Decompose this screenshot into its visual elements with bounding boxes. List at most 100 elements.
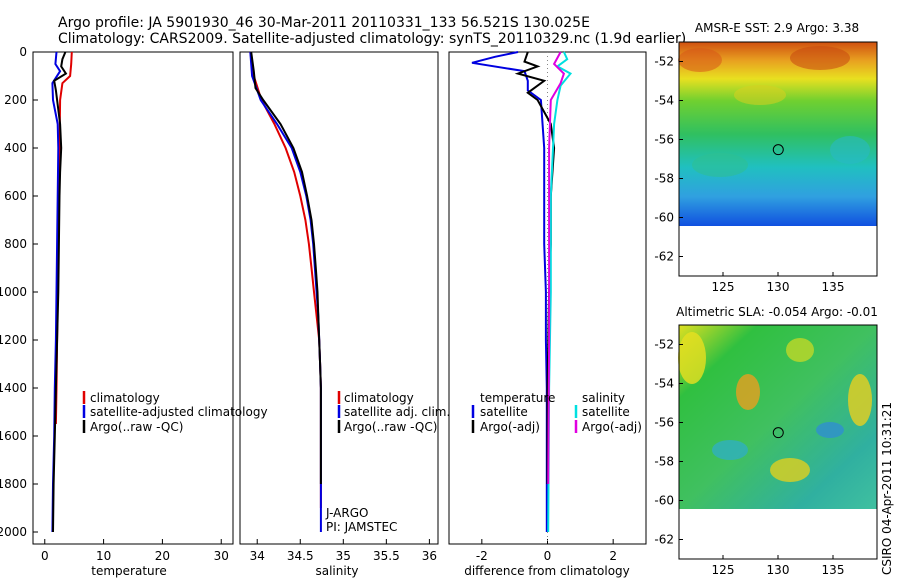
float-pi: PI: JAMSTEC — [326, 520, 397, 534]
sst-blob — [734, 85, 786, 105]
temperature-xlabel: temperature — [91, 564, 166, 578]
salinity-series — [249, 51, 322, 532]
sst-blob — [678, 48, 722, 72]
x-tick-label: 2 — [609, 549, 617, 563]
y-tick-label: 1000 — [0, 285, 27, 299]
timestamp-side-text: CSIRO 04-Apr-2011 10:31:21 — [880, 402, 894, 575]
x-tick-label: 130 — [767, 563, 790, 577]
legend-label-satellite: satellite adj. clim. — [344, 405, 450, 419]
sla-map-panel: Altimetric SLA: -0.054 Argo: -0.01 -52 -5… — [654, 305, 878, 577]
y-tick-label: 1800 — [0, 477, 27, 491]
difference-series — [471, 51, 573, 533]
x-tick-label: 10 — [96, 549, 111, 563]
x-tick-label: 0 — [544, 549, 552, 563]
y-tick-label: -62 — [654, 533, 674, 547]
legend-label-satellite: satellite-adjusted climatology — [90, 405, 268, 419]
legend-label-sal-argo: Argo(-adj) — [582, 420, 642, 434]
y-tick-label: -62 — [654, 250, 674, 264]
legend-label-argo: Argo(..raw -QC) — [90, 420, 183, 434]
sla-blob — [786, 338, 814, 362]
legend-label-climatology: climatology — [90, 391, 160, 405]
y-tick-label: -54 — [654, 377, 674, 391]
sla-map-blobs — [678, 332, 872, 482]
temperature-x-ticks: 0 10 20 30 — [41, 539, 229, 563]
series-line-climatology — [249, 51, 322, 508]
sst-map-title: AMSR-E SST: 2.9 Argo: 3.38 — [695, 21, 859, 35]
y-tick-label: 200 — [4, 93, 27, 107]
x-tick-label: 36 — [422, 549, 437, 563]
y-tick-label: -54 — [654, 94, 674, 108]
salinity-axes-frame — [239, 51, 439, 545]
y-tick-label: -52 — [654, 338, 674, 352]
x-tick-label: 30 — [214, 549, 229, 563]
temperature-legend: climatology satellite-adjusted climatolo… — [82, 391, 268, 434]
y-tick-label: 2000 — [0, 525, 27, 539]
salinity-xlabel: salinity — [315, 564, 358, 578]
x-tick-label: 125 — [712, 280, 735, 294]
sst-map-field — [679, 42, 877, 226]
y-tick-label: 400 — [4, 141, 27, 155]
sst-map-y-ticks: -52 -54 -56 -58 -60 -62 125 130 135 — [654, 55, 844, 295]
header-line2: Climatology: CARS2009. Satellite-adjuste… — [58, 31, 686, 47]
sla-float-marker — [772, 427, 784, 439]
sla-blob — [712, 440, 748, 460]
salinity-x-ticks: 34 34.5 35 35.5 36 — [250, 539, 437, 563]
y-tick-label: 600 — [4, 189, 27, 203]
x-tick-label: 130 — [767, 280, 790, 294]
sla-blob — [848, 374, 872, 426]
sst-float-marker — [772, 144, 784, 156]
legend-title-temperature: temperature — [480, 391, 555, 405]
y-tick-label: -52 — [654, 55, 674, 69]
difference-legend-temperature: temperature satellite Argo(-adj) — [471, 391, 555, 434]
series-line-argo — [52, 51, 68, 533]
temperature-axes-frame — [32, 51, 234, 545]
difference-legend-salinity: salinity satellite Argo(-adj) — [574, 391, 642, 434]
series-line-salinity-satellite — [547, 51, 573, 533]
x-tick-label: 35.5 — [373, 549, 400, 563]
y-tick-label: -58 — [654, 172, 674, 186]
legend-label-climatology: climatology — [344, 391, 414, 405]
sla-map-y-ticks: -52 -54 -56 -58 -60 -62 125 130 135 — [654, 338, 844, 578]
series-line-salinity-argo — [547, 51, 566, 485]
temperature-series — [51, 51, 73, 533]
legend-title-salinity: salinity — [582, 391, 625, 405]
sla-blob — [770, 458, 810, 482]
legend-label-temp-satellite: satellite — [480, 405, 528, 419]
y-tick-label: 800 — [4, 237, 27, 251]
y-tick-label: 1600 — [0, 429, 27, 443]
y-tick-label: -60 — [654, 494, 674, 508]
y-tick-label: 1200 — [0, 333, 27, 347]
x-tick-label: -2 — [476, 549, 488, 563]
sst-map-blobs — [678, 46, 870, 177]
x-tick-label: 34.5 — [287, 549, 314, 563]
sst-blob — [830, 136, 870, 164]
sla-blob — [678, 332, 706, 384]
difference-x-ticks: -2 0 2 — [476, 52, 617, 563]
sst-map-panel: AMSR-E SST: 2.9 Argo: 3.38 -52-54-56-58-… — [654, 21, 878, 295]
series-line-argo — [250, 51, 322, 484]
x-tick-label: 35 — [336, 549, 351, 563]
legend-label-temp-argo: Argo(-adj) — [480, 420, 540, 434]
x-tick-label: 34 — [250, 549, 265, 563]
sla-blob — [816, 422, 844, 438]
legend-label-argo: Argo(..raw -QC) — [344, 420, 437, 434]
y-tick-label: -60 — [654, 211, 674, 225]
sst-blob — [790, 46, 850, 70]
x-tick-label: 125 — [712, 563, 735, 577]
sla-blob — [736, 374, 760, 410]
x-tick-label: 20 — [155, 549, 170, 563]
difference-xlabel: difference from climatology — [464, 564, 630, 578]
sst-blob — [692, 153, 748, 177]
difference-panel: -2 0 2 temperature satellite Argo(-adj) sa… — [448, 51, 647, 578]
sla-map-title: Altimetric SLA: -0.054 Argo: -0.01 — [676, 305, 878, 319]
temperature-y-ticks: 0 200 400 600 800 1000 1200 1400 1600 1800 2000 — [0, 45, 38, 539]
x-tick-label: 135 — [822, 563, 845, 577]
y-tick-label: -56 — [654, 133, 674, 147]
salinity-legend: climatology satellite adj. clim. Argo(..… — [337, 391, 450, 434]
x-tick-label: 0 — [41, 549, 49, 563]
series-line-temperature-satellite — [471, 51, 548, 532]
sla-map-field — [679, 325, 877, 509]
x-tick-label: 135 — [822, 280, 845, 294]
y-tick-label: 0 — [19, 45, 27, 59]
